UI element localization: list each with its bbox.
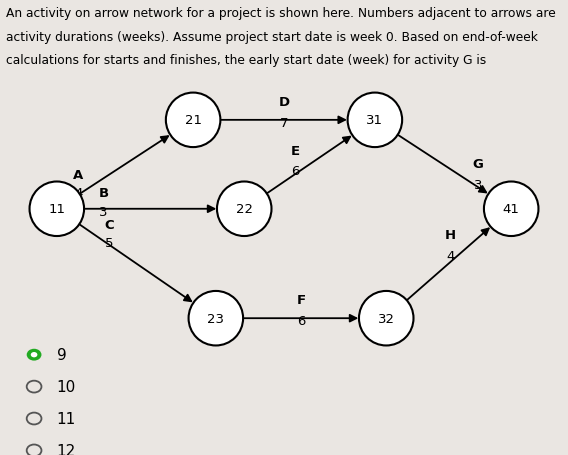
Text: D: D (278, 96, 290, 109)
Text: A: A (73, 168, 83, 181)
Ellipse shape (189, 291, 243, 346)
Text: C: C (105, 218, 114, 231)
Text: 11: 11 (48, 203, 65, 216)
Text: E: E (290, 145, 299, 157)
Ellipse shape (166, 93, 220, 148)
Ellipse shape (359, 291, 414, 346)
Text: G: G (473, 157, 483, 171)
Text: 32: 32 (378, 312, 395, 325)
Ellipse shape (217, 182, 272, 237)
Text: 5: 5 (105, 236, 114, 249)
Text: 11: 11 (57, 411, 76, 426)
Text: 3: 3 (474, 178, 482, 191)
Text: calculations for starts and finishes, the early start date (week) for activity G: calculations for starts and finishes, th… (6, 54, 486, 67)
Text: B: B (99, 187, 108, 200)
Text: F: F (296, 294, 306, 307)
Circle shape (27, 349, 41, 361)
Text: 9: 9 (57, 348, 66, 362)
Text: 31: 31 (366, 114, 383, 127)
Text: 6: 6 (297, 314, 305, 327)
Circle shape (27, 413, 41, 425)
Text: 4: 4 (446, 249, 455, 262)
Text: 3: 3 (99, 205, 108, 218)
Ellipse shape (348, 93, 402, 148)
Text: 6: 6 (291, 165, 299, 178)
Text: 41: 41 (503, 203, 520, 216)
Text: 4: 4 (74, 187, 82, 199)
Text: 21: 21 (185, 114, 202, 127)
Circle shape (31, 352, 37, 358)
Text: 22: 22 (236, 203, 253, 216)
Text: An activity on arrow network for a project is shown here. Numbers adjacent to ar: An activity on arrow network for a proje… (6, 7, 556, 20)
Text: 10: 10 (57, 379, 76, 394)
Circle shape (27, 381, 41, 393)
Text: H: H (445, 229, 456, 242)
Circle shape (27, 445, 41, 455)
Text: 23: 23 (207, 312, 224, 325)
Text: activity durations (weeks). Assume project start date is week 0. Based on end-of: activity durations (weeks). Assume proje… (6, 30, 537, 44)
Text: 12: 12 (57, 443, 76, 455)
Ellipse shape (484, 182, 538, 237)
Text: 7: 7 (280, 116, 288, 129)
Ellipse shape (30, 182, 84, 237)
